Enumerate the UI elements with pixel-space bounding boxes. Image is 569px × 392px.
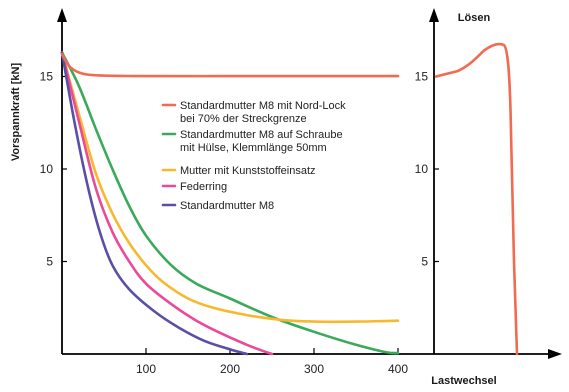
legend-entry: Federring xyxy=(180,181,227,193)
x-tick-label: 100 xyxy=(136,362,156,376)
x-axis-arrow xyxy=(548,349,562,359)
ticks: 100 200 300 400 5 10 15 5 10 15 xyxy=(40,70,439,376)
series-line-2 xyxy=(60,51,400,324)
right-panel-series-line xyxy=(434,42,519,356)
legend-entry: Standardmutter M8 mit Nord-Lock bei 70% d… xyxy=(180,100,346,125)
y-axis-label: Vorspannkraft [kN] xyxy=(10,63,22,162)
right-y-axis-arrow xyxy=(429,8,439,22)
y-tick-label: 15 xyxy=(40,70,54,84)
series-line-1 xyxy=(60,51,400,355)
x-tick-label: 200 xyxy=(220,362,240,376)
legend: Standardmutter M8 mit Nord-Lock bei 70% d… xyxy=(161,100,346,212)
series-line-4 xyxy=(60,51,249,356)
legend-entry: Standardmutter M8 auf Schraube mit Hülse,… xyxy=(180,129,343,154)
series-line-3 xyxy=(60,51,274,356)
left-y-axis-arrow xyxy=(57,8,67,22)
left-axes xyxy=(57,8,562,359)
right-y-tick-label: 15 xyxy=(415,70,429,84)
right-axes xyxy=(429,8,439,354)
right-panel-title: Lösen xyxy=(458,12,491,24)
legend-entry: Standardmutter M8 xyxy=(180,200,274,212)
series-line-0 xyxy=(60,53,400,78)
right-panel-curve xyxy=(434,42,519,356)
y-tick-label: 10 xyxy=(40,162,54,176)
y-tick-label: 5 xyxy=(46,255,53,269)
legend-entry: Mutter mit Kunststoffeinsatz xyxy=(180,165,316,177)
right-y-tick-label: 5 xyxy=(421,255,428,269)
x-axis-label: Lastwechsel xyxy=(431,375,496,387)
x-tick-label: 400 xyxy=(388,362,408,376)
curves xyxy=(60,51,400,356)
right-y-tick-label: 10 xyxy=(415,162,429,176)
x-tick-label: 300 xyxy=(304,362,324,376)
